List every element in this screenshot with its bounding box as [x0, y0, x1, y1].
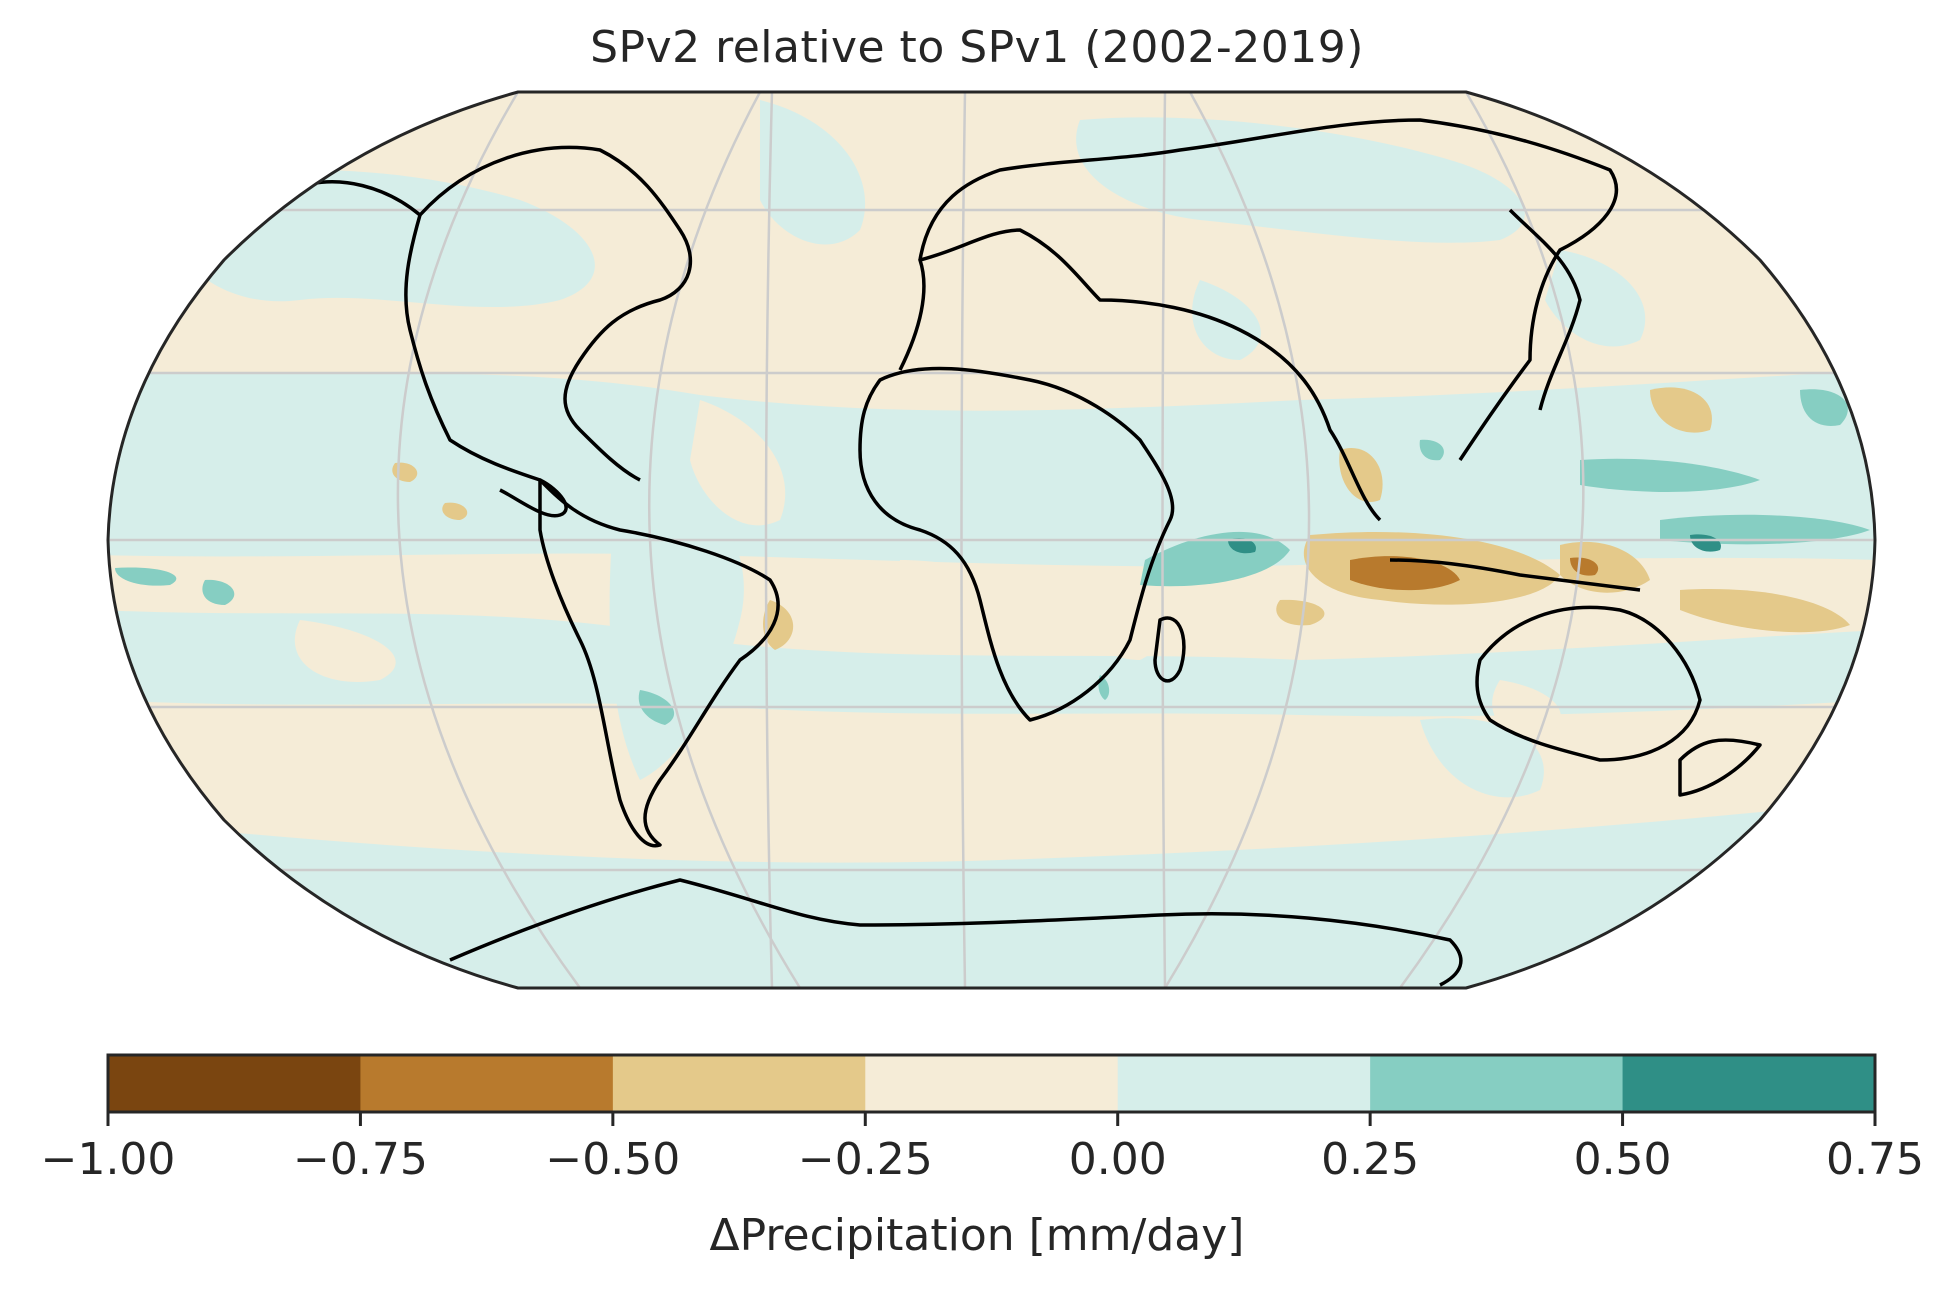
- colorbar-segment: [1117, 1055, 1371, 1112]
- precip-field: [108, 92, 1875, 988]
- gridline-lon-120w: [396, 92, 582, 988]
- colorbar-segment: [1370, 1055, 1624, 1112]
- gridline-lon-30w: [764, 92, 774, 988]
- colorbar-frame: [106, 1053, 1877, 1114]
- coastline-africa: [858, 366, 1175, 722]
- colorbar-label: ΔPrecipitation [mm/day]: [709, 1210, 1245, 1261]
- coastline-south-america: [538, 478, 780, 848]
- colorbar-tick-label: 0.50: [1574, 1134, 1672, 1185]
- map-title: SPv2 relative to SPv1 (2002-2019): [590, 22, 1364, 73]
- colorbar-tick-label: −0.50: [545, 1134, 680, 1185]
- coastline-north-america-west: [289, 180, 568, 518]
- colorbar-tick-label: 0.75: [1826, 1134, 1924, 1185]
- colorbar-tick-label: −0.75: [293, 1134, 428, 1185]
- gridline-lon-60e: [1163, 92, 1311, 988]
- graticule: [108, 92, 1875, 988]
- coastline-new-zealand: [1678, 738, 1762, 797]
- gridline-lon-60w: [648, 92, 802, 988]
- coastline-indonesia: [1389, 558, 1641, 592]
- colorbar-tick-label: 0.25: [1321, 1134, 1419, 1185]
- gridline-lon-0: [960, 92, 967, 988]
- coastline-madagascar: [1153, 616, 1186, 683]
- colorbar-segment: [108, 1055, 361, 1112]
- coastline-north-america-east: [418, 145, 692, 482]
- gridline-lon-120e: [1398, 92, 1585, 988]
- colorbar-tick-label: 0.00: [1069, 1134, 1167, 1185]
- coastline-australia: [1475, 605, 1702, 762]
- coastline-antarctica: [449, 878, 1463, 987]
- colorbar-tick-label: −1.00: [41, 1134, 176, 1185]
- colorbar-segment: [360, 1055, 614, 1112]
- strong-negative-regions: [1350, 556, 1599, 591]
- strong-positive-regions: [1228, 534, 1721, 554]
- map-border: [106, 90, 1877, 990]
- coastline-asia-north-east: [918, 118, 1618, 461]
- colorbar-segment: [612, 1055, 866, 1112]
- colorbar-segment: [1622, 1055, 1876, 1112]
- colorbar: −1.00 −0.75 −0.50 −0.25 0.00 0.25 0.50 0.75: [41, 1053, 1924, 1185]
- colorbar-segment: [865, 1055, 1119, 1112]
- coastline-east-asia: [1508, 208, 1582, 411]
- coastlines: [289, 118, 1762, 987]
- colorbar-tick-label: −0.25: [798, 1134, 933, 1185]
